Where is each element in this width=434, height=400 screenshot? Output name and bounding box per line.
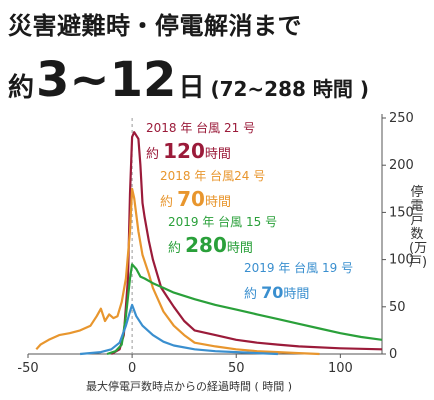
subtitle-range: 3~12 (36, 52, 177, 108)
series-name-label-4: 2019 年 台風 19 号 (244, 260, 353, 275)
y-axis-label: 停電戸数 (万戸) (409, 185, 428, 270)
series-value-label-4: 約 70時間 (244, 283, 309, 302)
series-name-label-1: 2018 年 台風 21 号 (146, 120, 255, 135)
subtitle-unit: 日 (178, 73, 205, 103)
series-line-1 (110, 131, 383, 355)
series-line-2 (35, 187, 320, 356)
y-tick-label: 250 (389, 111, 414, 126)
chart-subtitle: 約 3~12 日 (72~288 時間 ) (8, 52, 369, 108)
series-name-label-2: 2018 年 台風24 号 (160, 168, 265, 183)
series-line-3 (106, 263, 383, 356)
x-axis-label: 最大停電戸数時点からの経過時間 ( 時間 ) (86, 380, 293, 393)
subtitle-prefix: 約 (8, 73, 35, 103)
x-tick-label: 50 (228, 361, 245, 376)
y-tick-label: 100 (389, 253, 414, 268)
x-tick-label: 100 (328, 361, 353, 376)
chart-title: 災害避難時・停電解消まで (8, 12, 302, 40)
y-tick-label: 200 (389, 158, 414, 173)
series-name-label-3: 2019 年 台風 15 号 (168, 214, 277, 229)
subtitle-hours: (72~288 時間 ) (210, 77, 369, 101)
x-tick-label: 0 (128, 361, 136, 376)
series-line-4 (79, 303, 278, 356)
series-value-label-1: 約 120時間 (146, 139, 231, 163)
y-tick-label: 50 (389, 300, 406, 315)
series-value-label-3: 約 280時間 (168, 233, 253, 257)
y-tick-label: 0 (389, 347, 397, 362)
y-tick-label: 150 (389, 205, 414, 220)
series-value-label-2: 約 70時間 (160, 187, 231, 211)
x-tick-label: -50 (17, 361, 38, 376)
